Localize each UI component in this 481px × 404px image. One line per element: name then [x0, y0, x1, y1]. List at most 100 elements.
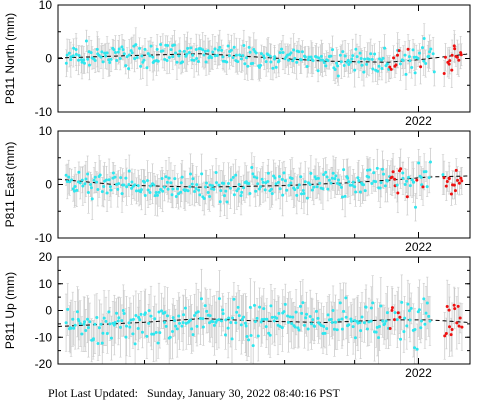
data-point [170, 193, 174, 197]
data-point [334, 174, 338, 178]
y-tick-label: 0 [45, 304, 52, 318]
data-point [137, 315, 141, 319]
data-point [407, 55, 411, 59]
data-point [319, 54, 323, 58]
data-point [362, 321, 366, 325]
data-point [369, 319, 373, 323]
data-point [362, 183, 366, 187]
data-point [69, 58, 73, 62]
data-point [370, 57, 374, 61]
data-point [79, 58, 83, 62]
data-point [179, 190, 183, 194]
data-point [138, 46, 142, 50]
data-point [112, 323, 116, 327]
data-point [273, 176, 277, 180]
data-point [238, 53, 242, 57]
data-point [311, 59, 315, 63]
data-point [403, 182, 407, 186]
data-point [125, 55, 129, 59]
data-point [297, 50, 301, 54]
data-point [339, 185, 343, 189]
data-point [428, 160, 432, 164]
data-point [99, 55, 103, 59]
data-point [410, 178, 414, 182]
data-point [199, 297, 203, 301]
data-point [369, 306, 373, 310]
data-point [358, 51, 362, 55]
data-point [350, 57, 354, 61]
data-point [80, 178, 84, 182]
data-point [130, 186, 134, 190]
trend-line [58, 317, 470, 328]
data-point [305, 196, 309, 200]
data-point [342, 168, 346, 172]
data-point [101, 60, 105, 64]
data-point [431, 52, 435, 56]
data-point-recent [449, 333, 453, 337]
data-point [87, 63, 91, 67]
data-point [159, 42, 163, 46]
data-point [105, 331, 109, 335]
data-point [335, 181, 339, 185]
data-point [336, 178, 340, 182]
data-point [89, 51, 93, 55]
data-point-recent [421, 185, 425, 189]
data-point [427, 314, 431, 318]
data-point [148, 54, 152, 58]
data-point-recent [456, 178, 460, 182]
data-point [190, 58, 194, 62]
data-point [124, 324, 128, 328]
data-point [295, 193, 299, 197]
data-point-recent [415, 178, 419, 182]
y-tick-label: -10 [35, 231, 53, 245]
data-point [297, 328, 301, 332]
data-point [200, 172, 204, 176]
data-point [312, 185, 316, 189]
data-point [220, 48, 224, 52]
data-point [107, 58, 111, 62]
data-point [305, 65, 309, 69]
data-point [270, 192, 274, 196]
data-point [260, 318, 264, 322]
data-point [75, 188, 79, 192]
data-point [269, 304, 273, 308]
data-point [255, 316, 259, 320]
footer-timestamp: Sunday, January 30, 2022 08:40:16 PST [147, 386, 340, 400]
data-point [148, 191, 152, 195]
data-point [201, 48, 205, 52]
data-point [177, 314, 181, 318]
data-point [348, 183, 352, 187]
data-point [104, 54, 108, 58]
data-point [297, 183, 301, 187]
data-point [306, 327, 310, 331]
data-point [143, 194, 147, 198]
data-point [231, 316, 235, 320]
data-point [314, 55, 318, 59]
data-point [309, 171, 313, 175]
data-point [131, 317, 135, 321]
data-point [232, 45, 236, 49]
data-point [278, 324, 282, 328]
data-point [365, 168, 369, 172]
data-point [195, 183, 199, 187]
data-point [166, 187, 170, 191]
data-point [422, 297, 426, 301]
data-point [164, 175, 168, 179]
data-point [111, 171, 115, 175]
data-point [208, 183, 212, 187]
data-point [243, 62, 247, 66]
data-point-recent [444, 331, 448, 335]
data-point-recent [452, 183, 456, 187]
data-point [353, 336, 357, 340]
data-point [162, 185, 166, 189]
data-point [230, 337, 234, 341]
data-point [363, 189, 367, 193]
data-point [78, 322, 82, 326]
data-point [326, 313, 330, 317]
data-point [190, 327, 194, 331]
data-point-recent [398, 315, 402, 319]
data-point [128, 325, 132, 329]
panel-3: -20 -10 0 10 20 2022 P811 Up (mm) [3, 250, 471, 380]
data-point [134, 313, 138, 317]
data-point [304, 312, 308, 316]
